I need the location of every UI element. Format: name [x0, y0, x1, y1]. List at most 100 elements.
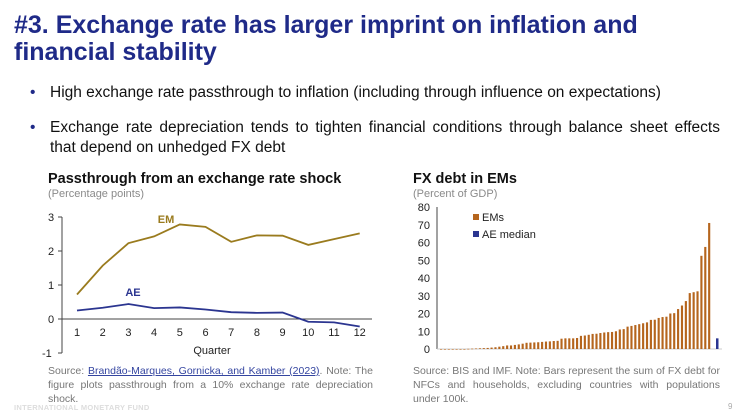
y-tick-label: 0: [424, 344, 430, 356]
bar-em: [657, 317, 660, 349]
bar-em: [626, 326, 629, 349]
bullet-dot: •: [30, 84, 36, 101]
bar-em: [704, 246, 707, 349]
y-tick-label: 50: [418, 255, 430, 267]
bar-em: [692, 292, 695, 349]
bar-em: [599, 333, 602, 349]
bar-em: [509, 345, 513, 349]
left-chart-title: Passthrough from an exchange rate shock: [48, 171, 342, 187]
bar-em: [471, 348, 474, 350]
page-number: 9: [728, 402, 733, 411]
bar-em: [603, 332, 606, 349]
bar-em: [645, 322, 649, 349]
right-source-note: Source: BIS and IMF. Note: Bars represen…: [413, 365, 720, 405]
y-tick-label: -1: [42, 348, 52, 360]
bar-em: [443, 349, 447, 350]
bar-em: [610, 331, 614, 349]
series-label-em: EM: [158, 214, 175, 226]
bar-em: [525, 342, 528, 349]
bar-em: [544, 341, 548, 349]
left-source-note: Source: Brandão-Marques, Gornicka, and K…: [48, 364, 373, 406]
slide-title: #3. Exchange rate has larger imprint on …: [14, 11, 638, 66]
bar-em: [595, 333, 598, 349]
bar-em: [560, 338, 563, 349]
bar-em: [494, 347, 497, 349]
bar-em: [548, 341, 551, 349]
bar-em: [498, 346, 501, 349]
bar-em: [486, 347, 489, 349]
bar-em: [591, 333, 594, 349]
x-tick-label: 7: [228, 327, 234, 339]
bar-em: [541, 341, 544, 349]
series-line-ae: [76, 303, 360, 328]
legend-swatch: [473, 231, 479, 237]
y-tick-label: 0: [48, 314, 54, 326]
bullet-text: Exchange rate depreciation tends to tigh…: [50, 119, 720, 156]
bar-em: [572, 338, 575, 349]
x-axis-label: Quarter: [193, 345, 231, 357]
y-tick-label: 2: [48, 246, 54, 258]
bar-em: [669, 313, 672, 349]
bar-em: [677, 309, 680, 349]
bar-em: [478, 348, 481, 349]
footer-logo-text: INTERNATIONAL MONETARY FUND: [14, 403, 150, 412]
bar-em: [576, 337, 579, 349]
bar-em: [642, 323, 645, 349]
bullet-text: High exchange rate passthrough to inflat…: [50, 84, 661, 101]
x-tick-label: 12: [354, 327, 366, 339]
right-chart-subtitle: (Percent of GDP): [413, 188, 498, 200]
x-tick-label: 1: [74, 327, 80, 339]
bar-em: [463, 349, 466, 350]
bar-em: [665, 316, 668, 349]
bar-em: [579, 335, 583, 349]
bar-em: [583, 335, 586, 349]
x-tick-label: 9: [280, 327, 286, 339]
bar-em: [696, 291, 699, 349]
series-line-em: [76, 223, 360, 296]
bar-em: [447, 349, 450, 350]
bar-em: [459, 349, 462, 350]
source-rest: . Note: The figure plots passthrough fro…: [48, 365, 373, 405]
bar-em: [533, 342, 536, 349]
bar-em: [537, 342, 540, 349]
legend-label: AE median: [482, 229, 536, 241]
bar-em: [513, 344, 516, 349]
bar-em: [614, 331, 617, 349]
y-tick-label: 3: [48, 212, 54, 224]
bar-em: [440, 349, 443, 350]
legend-swatch: [473, 214, 479, 220]
bar-em: [630, 325, 633, 349]
bullet-dot: •: [30, 119, 36, 136]
y-tick-label: 10: [418, 326, 430, 338]
y-tick-label: 60: [418, 238, 430, 250]
x-tick-label: 10: [302, 327, 314, 339]
bar-em: [552, 341, 555, 349]
bar-em: [634, 325, 637, 349]
bar-em: [673, 313, 676, 349]
source-prefix: Source:: [48, 365, 88, 377]
bar-em: [688, 293, 691, 349]
source-link[interactable]: Brandão-Marques, Gornicka, and Kamber (2…: [87, 365, 320, 377]
bar-em: [700, 255, 703, 349]
legend-label: EMs: [482, 212, 505, 224]
y-tick-label: 40: [418, 273, 430, 285]
bar-em: [680, 305, 684, 349]
bar-em: [568, 338, 571, 349]
bar-em: [622, 329, 625, 349]
bar-em: [455, 349, 458, 350]
bar-em: [618, 329, 621, 349]
x-tick-label: 2: [100, 327, 106, 339]
right-chart-title: FX debt in EMs: [413, 171, 517, 187]
bar-em: [490, 347, 493, 349]
bar-em: [556, 340, 559, 349]
x-tick-label: 6: [202, 327, 208, 339]
left-chart-subtitle: (Percentage points): [48, 188, 144, 200]
bar-em: [564, 338, 567, 349]
bar-em: [467, 348, 470, 350]
y-tick-label: 20: [418, 309, 430, 321]
y-tick-label: 70: [418, 220, 430, 232]
x-tick-label: 3: [125, 327, 131, 339]
series-label-ae: AE: [125, 287, 140, 299]
